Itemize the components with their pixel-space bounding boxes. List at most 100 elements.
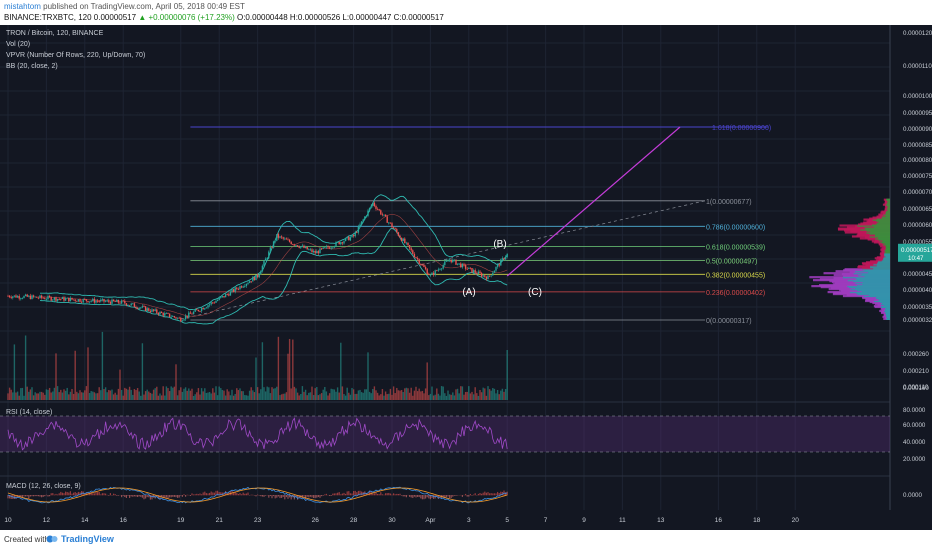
tradingview-brand[interactable]: TradingView xyxy=(61,534,114,544)
macd-histogram-bar xyxy=(381,494,383,496)
indicator-bb[interactable]: BB (20, close, 2) xyxy=(6,63,58,70)
indicator-vol[interactable]: Vol (20) xyxy=(6,41,30,48)
chart-area[interactable]: 1(0.00000677) 0.786(0.00000600) 0.618(0.00… xyxy=(0,25,932,530)
macd-histogram-bar xyxy=(325,493,327,496)
candle-body xyxy=(303,245,305,248)
volume-bar xyxy=(437,393,440,400)
candle-body xyxy=(96,300,99,302)
volume-bar xyxy=(426,362,428,400)
volume-bar xyxy=(474,387,476,400)
candle-body xyxy=(10,297,12,298)
macd-histogram-bar xyxy=(69,491,71,496)
macd-histogram-bar xyxy=(357,490,359,496)
volume-bar xyxy=(52,391,54,400)
candle-body xyxy=(32,295,35,297)
volume-bar xyxy=(258,393,260,400)
candle-body xyxy=(223,296,225,298)
time-axis-label: 20 xyxy=(792,517,800,524)
volume-bar xyxy=(197,388,200,400)
macd-histogram-bar xyxy=(197,494,199,496)
macd-pane xyxy=(7,486,508,504)
indicator-vpvr[interactable]: VPVR (Number Of Rows, 220, Up/Down, 70) xyxy=(6,52,145,59)
macd-histogram-bar xyxy=(76,492,78,496)
volume-bar xyxy=(221,389,224,400)
volume-bar xyxy=(130,389,132,400)
candle-body xyxy=(301,245,304,247)
macd-histogram-bar xyxy=(409,495,411,497)
candle-body xyxy=(68,297,70,302)
candle-body xyxy=(175,317,177,319)
macd-histogram-bar xyxy=(290,495,292,500)
macd-histogram-bar xyxy=(210,491,212,496)
volume-bar xyxy=(36,393,38,400)
volume-bar xyxy=(468,386,470,400)
macd-histogram-bar xyxy=(141,495,143,498)
candle-body xyxy=(432,272,435,276)
candle-body xyxy=(221,296,224,298)
macd-histogram-bar xyxy=(284,495,286,500)
time-axis-label: 28 xyxy=(350,517,358,524)
macd-histogram-bar xyxy=(9,495,11,499)
candle-body xyxy=(309,249,312,251)
volume-bar xyxy=(280,394,283,400)
macd-histogram-bar xyxy=(322,495,324,496)
candle-body xyxy=(290,241,292,245)
volume-bar xyxy=(229,395,232,400)
volume-bar xyxy=(455,389,457,400)
candle-body xyxy=(324,247,326,249)
candle-body xyxy=(498,264,500,266)
indicator-macd[interactable]: MACD (12, 26, close, 9) xyxy=(6,483,81,490)
macd-histogram-bar xyxy=(137,495,139,497)
macd-histogram-bar xyxy=(85,492,87,496)
candle-body xyxy=(15,295,17,298)
volume-bar xyxy=(178,390,180,400)
volume-bar xyxy=(370,393,372,400)
chart-header: mistahtom published on TradingView.com, … xyxy=(0,0,932,26)
volume-bar xyxy=(285,392,288,400)
macd-histogram-bar xyxy=(28,495,30,499)
author-link[interactable]: mistahtom xyxy=(4,2,41,11)
volume-bar xyxy=(71,388,73,400)
macd-histogram-bar xyxy=(369,490,371,496)
volume-bar xyxy=(352,389,355,400)
macd-histogram-bar xyxy=(485,492,487,496)
candle-body xyxy=(160,311,163,313)
macd-histogram-bar xyxy=(394,494,396,496)
volume-bar xyxy=(183,388,185,400)
candle-body xyxy=(340,242,342,245)
candle-body xyxy=(36,296,38,298)
macd-histogram-bar xyxy=(281,495,283,498)
candle-body xyxy=(215,300,217,303)
candle-body xyxy=(56,298,59,301)
candle-body xyxy=(90,300,92,302)
volume-bar xyxy=(149,392,152,400)
volume-bar xyxy=(106,392,108,400)
volume-bar xyxy=(160,395,163,400)
candle-body xyxy=(360,221,363,225)
candle-body xyxy=(55,297,57,301)
macd-histogram-bar xyxy=(373,493,375,496)
candle-body xyxy=(348,236,350,241)
time-axis-label: 11 xyxy=(619,517,626,524)
macd-histogram-bar xyxy=(501,491,503,496)
projection-line xyxy=(506,126,681,277)
macd-histogram-bar xyxy=(277,495,279,497)
volume-bar xyxy=(389,388,392,400)
candle-body xyxy=(148,308,150,311)
candle-body xyxy=(269,247,272,252)
candle-body xyxy=(493,270,496,273)
macd-histogram-bar xyxy=(415,495,417,498)
candle-body xyxy=(159,311,161,315)
candle-body xyxy=(277,234,280,238)
macd-histogram-bar xyxy=(57,494,59,496)
candle-body xyxy=(232,289,235,292)
time-axis-label: 21 xyxy=(216,517,224,524)
trading-chart[interactable]: 1(0.00000677) 0.786(0.00000600) 0.618(0.00… xyxy=(0,25,932,530)
indicator-rsi[interactable]: RSI (14, close) xyxy=(6,409,52,416)
candle-body xyxy=(464,264,467,269)
created-with-text: Created with xyxy=(4,535,49,544)
macd-histogram-bar xyxy=(165,495,167,498)
